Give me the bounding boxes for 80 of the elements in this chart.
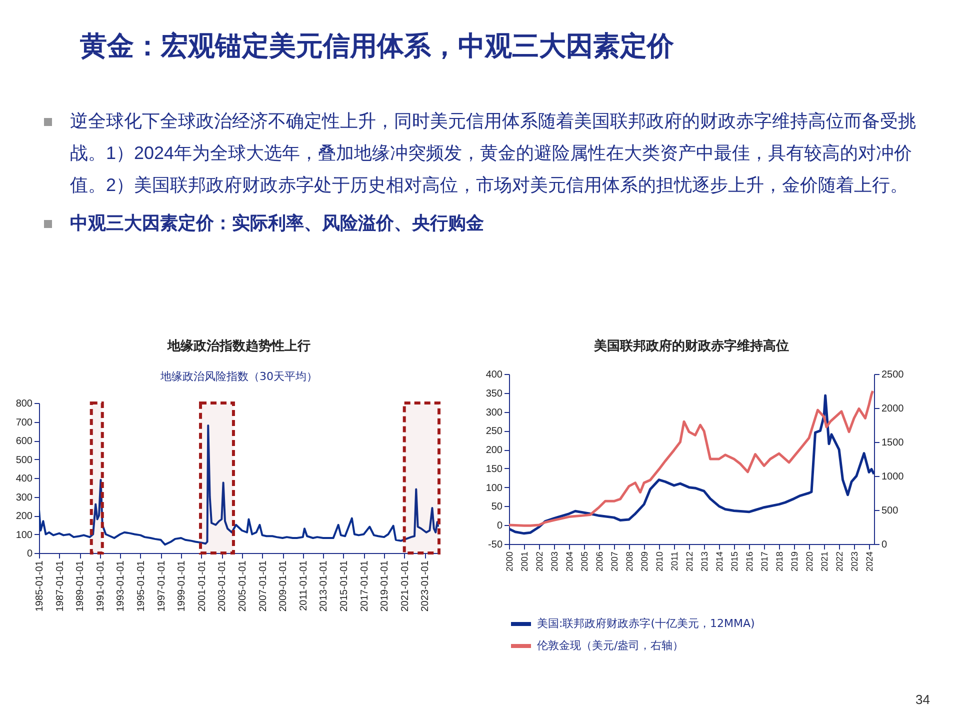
x-tick-label: 2016 [744,552,755,572]
x-tick-label: 2005-01-01 [237,560,248,612]
x-tick-label: 2001-01-01 [196,560,208,612]
y-tick-label: -50 [488,540,503,550]
y-tick-label: 250 [486,426,503,438]
x-tick-label: 2011-01-01 [298,560,310,611]
x-tick-label: 2017-01-01 [359,560,370,612]
x-tick-label: 2004 [564,552,575,572]
y-tick-label: 400 [486,370,503,380]
y-tick-label: 0 [496,520,503,532]
y2-tick-label: 2500 [882,370,904,380]
x-tick-label: 2009-01-01 [278,560,290,612]
y-tick-label: 600 [16,436,33,447]
x-tick-label: 2003-01-01 [217,560,228,612]
y-tick-label: 100 [486,482,503,494]
x-tick-label: 2024 [864,552,875,572]
y-tick-label: 0 [26,548,33,560]
x-tick-label: 1985-01-01 [34,560,46,612]
x-tick-label: 2020 [804,552,815,572]
legend-label: 美国:联邦政府财政赤字(十亿美元，12MMA) [537,617,755,630]
x-tick-label: 2023-01-01 [420,560,432,612]
text: 中观三大因素定价：实际利率、风险溢价、央行购金 [70,212,485,235]
x-tick-label: 1995-01-01 [136,560,147,612]
x-tick-label: 2019-01-01 [380,560,391,612]
x-tick-label: 2023 [850,552,860,572]
x-tick-label: 2003 [550,552,560,572]
x-tick-label: 2010 [654,552,665,572]
x-tick-label: 2009 [640,552,650,572]
chart-title: 地缘政治指数趋势性上行 [166,338,310,354]
x-tick-label: 2005 [580,552,590,572]
x-tick-label: 2001 [520,552,530,572]
x-tick-label: 1997-01-01 [156,560,168,612]
x-tick-label: 2021 [820,552,830,572]
x-tick-label: 2017 [760,552,770,572]
x-tick-label: 2018 [774,552,785,572]
y-tick-label: 400 [16,474,33,484]
text: 34 [916,692,930,707]
x-tick-label: 1987-01-01 [54,560,66,612]
chart-title: 美国联邦政府的财政赤字维持高位 [593,338,789,354]
y-tick-label: 500 [16,454,33,466]
y-tick-label: 200 [16,511,33,522]
x-tick-label: 1993-01-01 [116,560,127,612]
y-tick-label: 100 [16,530,33,541]
x-tick-label: 2013-01-01 [318,560,330,612]
y-tick-label: 50 [491,502,503,513]
x-tick-label: 1991-01-01 [95,560,106,612]
x-tick-label: 2014 [714,552,725,572]
y-tick-label: 800 [16,398,33,410]
y-tick-label: 700 [16,417,33,428]
y2-tick-label: 1000 [882,472,904,482]
x-tick-label: 2007 [610,552,620,572]
x-tick-label: 2013 [700,552,710,572]
text: 逆全球化下全球政治经济不确定性上升，同时美元信用体系随着美国联邦政府的财政赤字维持高位而备受挑战。1）2024年为全球大选年，叠加地缘冲突频发，黄金的避险属性在大类资产中最佳，具有较高的对冲价值。2）美国联邦政府财政赤字处于历史相对高位，市场对美元信用体系的担忧逐步上升，金价随着上行。 [70,110,917,197]
x-tick-label: 1999-01-01 [176,560,188,612]
legend-label: 伦敦金现（美元/盎司，右轴） [537,639,684,652]
y2-tick-label: 500 [882,506,899,516]
y2-tick-label: 1500 [882,438,904,448]
x-tick-label: 2011 [670,552,680,571]
y-tick-label: 300 [16,492,33,504]
y-tick-label: 300 [486,407,503,418]
line-series [39,424,439,546]
x-tick-label: 2008 [624,552,635,572]
x-tick-label: 2000 [504,552,514,572]
y-tick-label: 150 [486,464,503,475]
x-tick-label: 2015 [730,552,740,572]
x-tick-label: 2015-01-01 [338,560,350,612]
y2-tick-label: 0 [882,540,888,550]
x-tick-label: 2007-01-01 [258,560,269,612]
y2-tick-label: 2000 [882,404,904,414]
x-tick-label: 2021-01-01 [400,560,411,612]
x-tick-label: 2012 [684,552,695,572]
y-tick-label: 200 [486,445,503,456]
text: 黄金：宏观锚定美元信用体系，中观三大因素定价 [80,30,674,64]
chart-subtitle: 地缘政治风险指数（30天平均） [160,370,318,383]
y-tick-label: 350 [486,388,503,400]
x-tick-label: 2019 [790,552,800,572]
x-tick-label: 2006 [594,552,605,572]
x-tick-label: 2022 [834,552,845,572]
x-tick-label: 2002 [534,552,545,572]
x-tick-label: 1989-01-01 [75,560,86,612]
